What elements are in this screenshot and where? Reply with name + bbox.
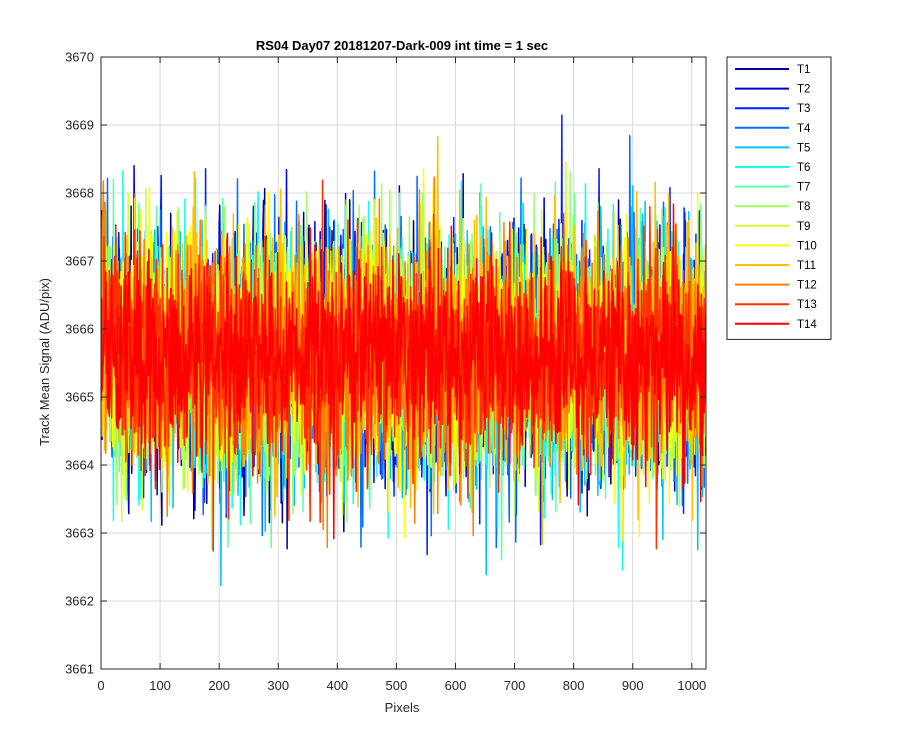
legend-entry-label: T1 xyxy=(797,64,810,76)
y-tick-label: 3668 xyxy=(65,186,94,201)
legend-entry-label: T4 xyxy=(797,123,811,135)
y-tick-label: 3661 xyxy=(65,662,94,677)
legend-entry-label: T9 xyxy=(797,221,810,233)
y-tick-label: 3664 xyxy=(65,458,94,473)
legend-box xyxy=(726,56,832,340)
y-tick-label: 3662 xyxy=(65,594,94,609)
x-tick-label: 700 xyxy=(504,678,526,693)
x-tick-label: 300 xyxy=(267,678,289,693)
legend-entry-label: T11 xyxy=(797,260,816,272)
chart-title: RS04 Day07 20181207-Dark-009 int time = … xyxy=(256,38,548,53)
x-tick-label: 400 xyxy=(326,678,348,693)
x-tick-label: 800 xyxy=(563,678,585,693)
y-tick-label: 3663 xyxy=(65,526,94,541)
legend-entry-label: T2 xyxy=(797,84,810,96)
y-tick-label: 3669 xyxy=(65,118,94,133)
series-lines xyxy=(101,114,706,587)
y-axis-label: Track Mean Signal (ADU/pix) xyxy=(37,278,52,446)
y-tick-label: 3665 xyxy=(65,390,94,405)
x-tick-label: 0 xyxy=(97,678,104,693)
x-axis-label: Pixels xyxy=(385,700,420,715)
x-axis-ticks: 0 100 200 300 400 500 600 700 800 900 1000 xyxy=(97,57,706,693)
y-tick-label: 3670 xyxy=(65,50,94,65)
legend-entry-label: T13 xyxy=(797,299,817,311)
legend: T1 T2 T3 T4 T5 T6 T7 T8 T9 T10 T11 T12 T13 T14 xyxy=(726,56,832,340)
y-tick-label: 3666 xyxy=(65,322,94,337)
x-tick-label: 600 xyxy=(445,678,467,693)
x-tick-label: 900 xyxy=(622,678,644,693)
legend-entry-label: T7 xyxy=(797,182,810,194)
legend-entry-label: T3 xyxy=(797,103,810,115)
x-tick-label: 500 xyxy=(386,678,408,693)
y-tick-label: 3667 xyxy=(65,254,94,269)
series-line-t14 xyxy=(101,203,706,540)
legend-entry-label: T5 xyxy=(797,142,810,154)
legend-entry-label: T6 xyxy=(797,162,810,174)
x-tick-label: 1000 xyxy=(677,678,706,693)
legend-entry-label: T12 xyxy=(797,280,817,292)
x-tick-label: 200 xyxy=(208,678,230,693)
legend-entry-label: T10 xyxy=(797,240,817,252)
legend-entry-label: T8 xyxy=(797,201,810,213)
series-line-t13 xyxy=(101,179,706,552)
x-tick-label: 100 xyxy=(149,678,171,693)
y-axis-ticks: 3661 3662 3663 3664 3665 3666 3667 3668 3669 3670 xyxy=(65,50,706,677)
legend-entry-label: T14 xyxy=(797,319,817,331)
axes-frame xyxy=(100,56,707,670)
axes: 0 100 200 300 400 500 600 700 800 900 1000 3661366… xyxy=(65,50,707,693)
